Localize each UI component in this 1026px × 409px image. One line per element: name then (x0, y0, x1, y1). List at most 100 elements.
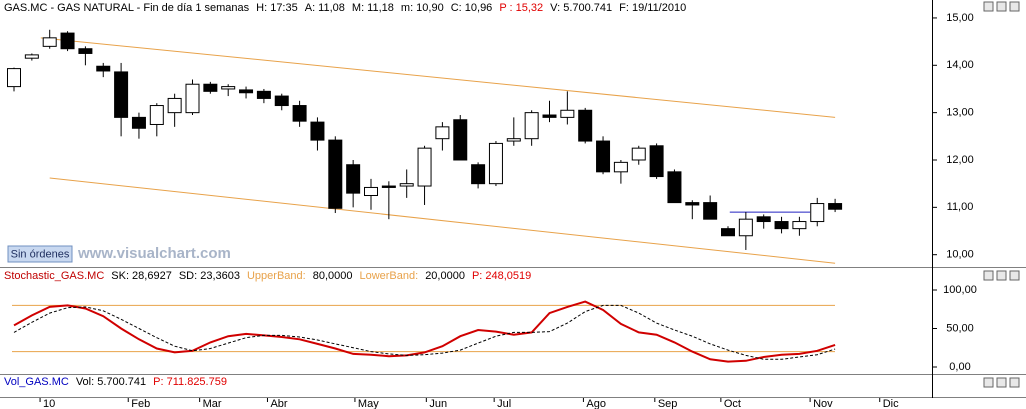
x-tick-label: Nov (813, 398, 833, 409)
y-tick-label: 10,00 (946, 249, 974, 261)
x-tick-label: Jul (497, 398, 511, 409)
y-tick-label: 12,00 (946, 154, 974, 166)
candle-body (239, 89, 254, 94)
candle-body (792, 221, 807, 230)
candle-body (506, 138, 521, 142)
candle-body (24, 54, 39, 59)
candle-body (42, 37, 57, 47)
header-text: F: 19/11/2010 (619, 2, 686, 14)
candle-body (810, 203, 825, 223)
candle-body (756, 216, 771, 223)
x-tick-label: Jun (429, 398, 447, 409)
window-button[interactable] (983, 377, 994, 388)
x-tick-label: Feb (131, 398, 150, 409)
y-tick-label: 50,00 (946, 322, 974, 334)
candle-body (596, 140, 611, 173)
candle-body (96, 65, 111, 72)
candle-body (667, 171, 682, 204)
candle-body (417, 147, 432, 187)
window-button[interactable] (983, 1, 994, 12)
x-tick-label: May (358, 398, 379, 409)
header-text: V: 5.700.741 (550, 2, 612, 14)
candle-body (435, 126, 450, 140)
candle-body (60, 32, 75, 50)
header-text: P: 248,0519 (472, 270, 531, 282)
orders-button[interactable] (7, 245, 73, 263)
candle-body (774, 221, 789, 230)
candle-body (381, 185, 396, 188)
x-tick-label: Ago (586, 398, 606, 409)
x-tick-label: Abr (270, 398, 287, 409)
candle-body (471, 164, 486, 185)
candle-body (185, 83, 200, 114)
header-text: Vol_GAS.MC (4, 376, 69, 388)
window-button[interactable] (1009, 270, 1020, 281)
y-tick-label: 13,00 (946, 107, 974, 119)
header-text: P: 711.825.759 (153, 376, 227, 388)
candle-body (613, 161, 628, 173)
header-text: A: 11,08 (305, 2, 345, 14)
header-text: M: 11,18 (352, 2, 394, 14)
candle-body (203, 83, 218, 92)
window-button[interactable] (983, 270, 994, 281)
y-tick-label: 11,00 (947, 201, 974, 213)
orders-button-label[interactable]: Sin órdenes (11, 248, 70, 260)
candle-body (256, 90, 271, 99)
candle-body (721, 228, 735, 237)
stochastic-line (13, 300, 836, 363)
header-text: GAS.MC - GAS NATURAL - Fin de día 1 sema… (4, 2, 250, 14)
candle-body (542, 114, 557, 118)
candle-body (578, 109, 593, 142)
x-tick-label: Mar (203, 398, 222, 409)
candle-body (488, 142, 503, 185)
header-text: m: 10,90 (401, 2, 444, 14)
candle-body (346, 164, 361, 194)
x-tick-label: Dic (883, 398, 899, 409)
candle-body (292, 105, 307, 122)
header-text: Stochastic_GAS.MC (4, 270, 104, 282)
candle-body (524, 112, 539, 140)
header-text: UpperBand: (247, 270, 306, 282)
candle-body (399, 183, 414, 187)
candle-body (274, 95, 289, 107)
header-text: Vol: 5.700.741 (76, 376, 146, 388)
candle-body (310, 121, 325, 141)
header-text: SD: 23,3603 (179, 270, 240, 282)
candle-body (631, 147, 646, 161)
window-buttons[interactable] (983, 1, 1020, 388)
candle-body (131, 116, 146, 129)
y-tick-label: 100,00 (943, 284, 977, 296)
window-button[interactable] (996, 377, 1007, 388)
watermark: www.visualchart.com (77, 245, 231, 262)
window-button[interactable] (996, 1, 1007, 12)
candle-body (738, 218, 753, 237)
header-text: LowerBand: (359, 270, 418, 282)
candle-body (167, 97, 182, 114)
window-button[interactable] (1009, 377, 1020, 388)
candle-body (560, 109, 575, 118)
window-button[interactable] (996, 270, 1007, 281)
header-text: C: 10,96 (451, 2, 493, 14)
y-tick-label: 0,00 (949, 361, 970, 373)
candle-body (149, 105, 164, 125)
y-tick-label: 15,00 (946, 12, 974, 24)
header-text: 80,0000 (313, 270, 353, 282)
candle-body (685, 202, 700, 206)
header-text: P : 15,32 (499, 2, 543, 14)
candle-body (649, 145, 664, 178)
candle-body (221, 86, 236, 90)
x-tick-label: Sep (658, 398, 678, 409)
window-button[interactable] (1009, 1, 1020, 12)
header-text: H: 17:35 (256, 2, 298, 14)
header-text: 20,0000 (425, 270, 465, 282)
candle-body (703, 202, 718, 220)
candle-body (828, 203, 843, 210)
y-tick-label: 14,00 (946, 59, 974, 71)
trend-line (40, 37, 836, 118)
header-text: SK: 28,6927 (111, 270, 172, 282)
trend-line (49, 177, 836, 264)
candle-body (78, 48, 93, 54)
candle-body (114, 71, 129, 118)
